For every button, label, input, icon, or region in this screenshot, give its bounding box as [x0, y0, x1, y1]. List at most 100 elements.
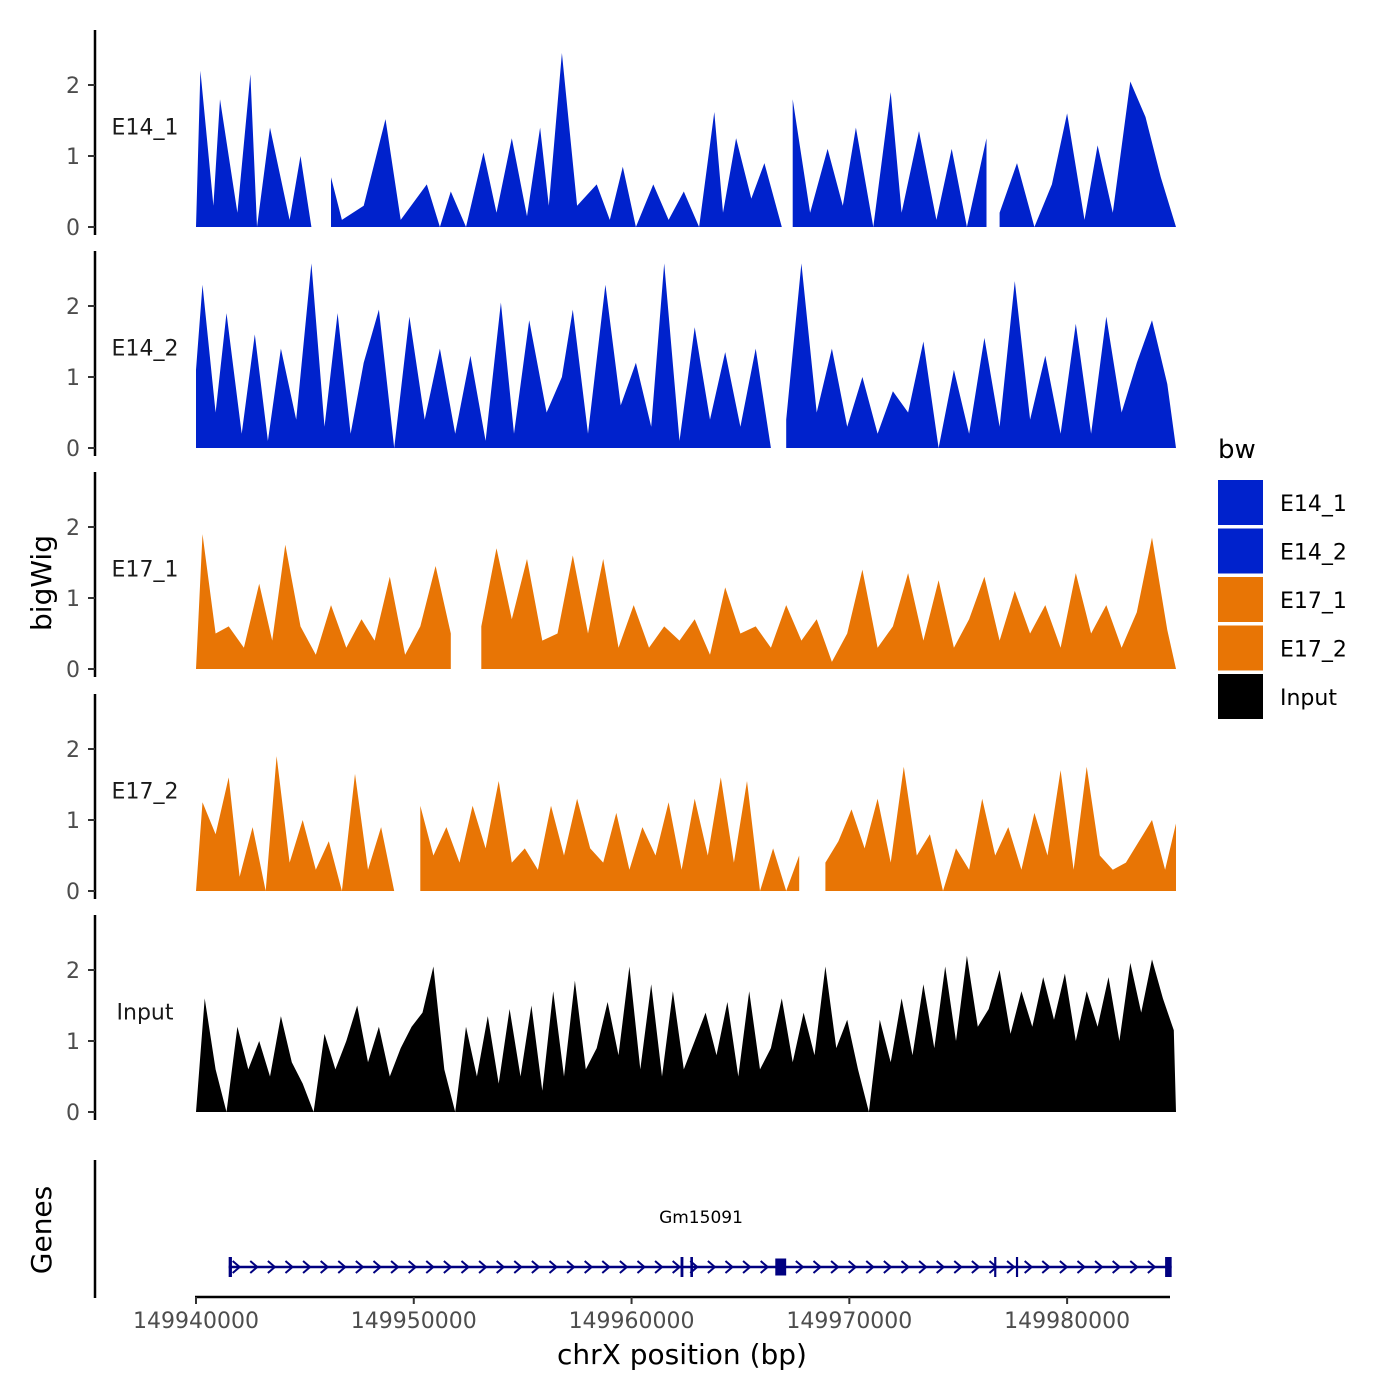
- legend-swatch-e14-1: [1218, 480, 1263, 525]
- strand-arrow: [548, 1260, 559, 1274]
- track-e17-1: 0 1 2 E17_1: [66, 472, 1176, 683]
- strand-arrow: [1129, 1260, 1139, 1274]
- track-e17-2: 0 1 2 E17_2: [66, 694, 1176, 905]
- y-tick-label-e17-2-0: 0: [66, 880, 80, 905]
- legend-label-input: Input: [1280, 686, 1337, 711]
- strand-arrow: [1112, 1260, 1122, 1274]
- strand-arrow: [425, 1260, 435, 1274]
- coverage-area-e17-1: [196, 534, 1176, 669]
- y-axis-title: bigWig: [25, 535, 58, 631]
- legend-title: bw: [1218, 435, 1256, 465]
- exon-6: [1015, 1257, 1019, 1277]
- track-input: 0 1 2 Input: [66, 915, 1176, 1126]
- strand-arrow: [531, 1260, 541, 1274]
- x-tick-label-149980000: 149980000: [1004, 1309, 1130, 1334]
- strand-arrow: [795, 1260, 805, 1274]
- coverage-area-e14-1: [196, 53, 1176, 227]
- exon-3: [690, 1257, 693, 1277]
- strand-arrow: [601, 1260, 611, 1274]
- exon-4: [775, 1258, 787, 1276]
- strand-arrow: [584, 1260, 594, 1274]
- y-tick-label-e17-1-2: 2: [66, 516, 80, 541]
- coverage-area-e14-2: [196, 263, 1176, 448]
- exon-5: [994, 1257, 997, 1277]
- x-axis-title: chrX position (bp): [557, 1338, 807, 1371]
- strand-arrow: [918, 1260, 928, 1274]
- strand-arrow: [953, 1260, 963, 1274]
- strand-arrow: [865, 1260, 875, 1274]
- strand-arrow: [267, 1260, 277, 1274]
- legend: bw E14_1 E14_2 E17_1 E17_2 Input: [1218, 435, 1347, 719]
- exon-2: [680, 1257, 684, 1277]
- y-tick-label-e14-1-0: 0: [66, 216, 80, 241]
- y-tick-label-e17-2-2: 2: [66, 738, 80, 763]
- x-tick-label-149950000: 149950000: [351, 1309, 477, 1334]
- x-tick-label-149940000: 149940000: [133, 1309, 259, 1334]
- strand-arrow: [1076, 1260, 1087, 1274]
- strand-arrow: [320, 1260, 330, 1274]
- strand-arrow: [1006, 1260, 1016, 1274]
- strand-arrow: [496, 1260, 506, 1274]
- strand-arrow: [707, 1260, 717, 1274]
- track-e14-1: 0 1 2 E14_1: [66, 30, 1176, 241]
- legend-swatch-e17-2: [1218, 625, 1263, 671]
- strand-arrow: [249, 1260, 259, 1274]
- strand-arrow: [672, 1260, 682, 1274]
- legend-label-e17-2: E17_2: [1280, 638, 1347, 663]
- strand-arrow: [372, 1260, 383, 1274]
- legend-swatch-input: [1218, 674, 1263, 719]
- gene-label-gm15091: Gm15091: [659, 1208, 743, 1228]
- strand-arrow: [971, 1260, 981, 1274]
- y-tick-label-e17-1-0: 0: [66, 658, 80, 683]
- genes-track-label: Genes: [25, 1186, 58, 1274]
- strand-arrow: [724, 1260, 735, 1274]
- strand-arrow: [460, 1260, 471, 1274]
- strand-arrow: [830, 1260, 840, 1274]
- coverage-area-input: [196, 955, 1176, 1112]
- legend-label-e14-1: E14_1: [1280, 492, 1347, 517]
- genes-track: Genes Gm15091: [25, 1160, 1172, 1298]
- strand-arrow: [1024, 1260, 1034, 1274]
- strand-arrow: [1041, 1260, 1051, 1274]
- y-tick-label-e14-2-0: 0: [66, 437, 80, 462]
- x-tick-label-149970000: 149970000: [786, 1309, 912, 1334]
- track-label-e14-2: E14_2: [112, 337, 179, 362]
- track-label-e17-2: E17_2: [112, 780, 179, 805]
- strand-arrow: [355, 1260, 365, 1274]
- y-tick-label-e14-1-1: 1: [66, 145, 80, 170]
- strand-arrow: [848, 1260, 858, 1274]
- y-tick-label-input-1: 1: [66, 1030, 80, 1055]
- exon-7: [1165, 1257, 1172, 1277]
- strand-arrow: [232, 1260, 242, 1274]
- strand-arrow: [302, 1260, 312, 1274]
- track-label-input: Input: [117, 1001, 174, 1026]
- y-tick-label-input-0: 0: [66, 1101, 80, 1126]
- exon-1: [228, 1257, 232, 1277]
- strand-arrow: [812, 1260, 823, 1274]
- strand-arrow: [654, 1260, 664, 1274]
- strand-arrow: [936, 1260, 946, 1274]
- track-label-e17-1: E17_1: [112, 558, 179, 583]
- y-tick-label-input-2: 2: [66, 959, 80, 984]
- strand-arrow: [1059, 1260, 1069, 1274]
- strand-arrow: [337, 1260, 347, 1274]
- strand-arrow: [1147, 1260, 1157, 1274]
- y-tick-label-e14-2-2: 2: [66, 295, 80, 320]
- strand-arrow: [900, 1260, 911, 1274]
- x-axis: 149940000 149950000 149960000 149970000 1499…: [133, 1295, 1170, 1334]
- y-tick-label-e17-1-1: 1: [66, 587, 80, 612]
- strand-arrow: [390, 1260, 400, 1274]
- strand-arrow: [443, 1260, 453, 1274]
- coverage-tracks: 0 1 2 E14_1 0 1 2 E14_2 0 1 2 E17_1 0 1 2 E17_2 0 1 2 Input: [66, 30, 1176, 1126]
- legend-swatch-e17-1: [1218, 577, 1263, 622]
- strand-arrow: [1094, 1260, 1104, 1274]
- strand-arrow: [636, 1260, 647, 1274]
- strand-arrow: [284, 1260, 295, 1274]
- legend-label-e17-1: E17_1: [1280, 589, 1347, 614]
- gene-model-gm15091: [228, 1257, 1172, 1277]
- strand-arrow: [883, 1260, 893, 1274]
- coverage-area-e17-2: [196, 756, 1176, 891]
- y-tick-label-e14-2-1: 1: [66, 366, 80, 391]
- track-e14-2: 0 1 2 E14_2: [66, 251, 1176, 462]
